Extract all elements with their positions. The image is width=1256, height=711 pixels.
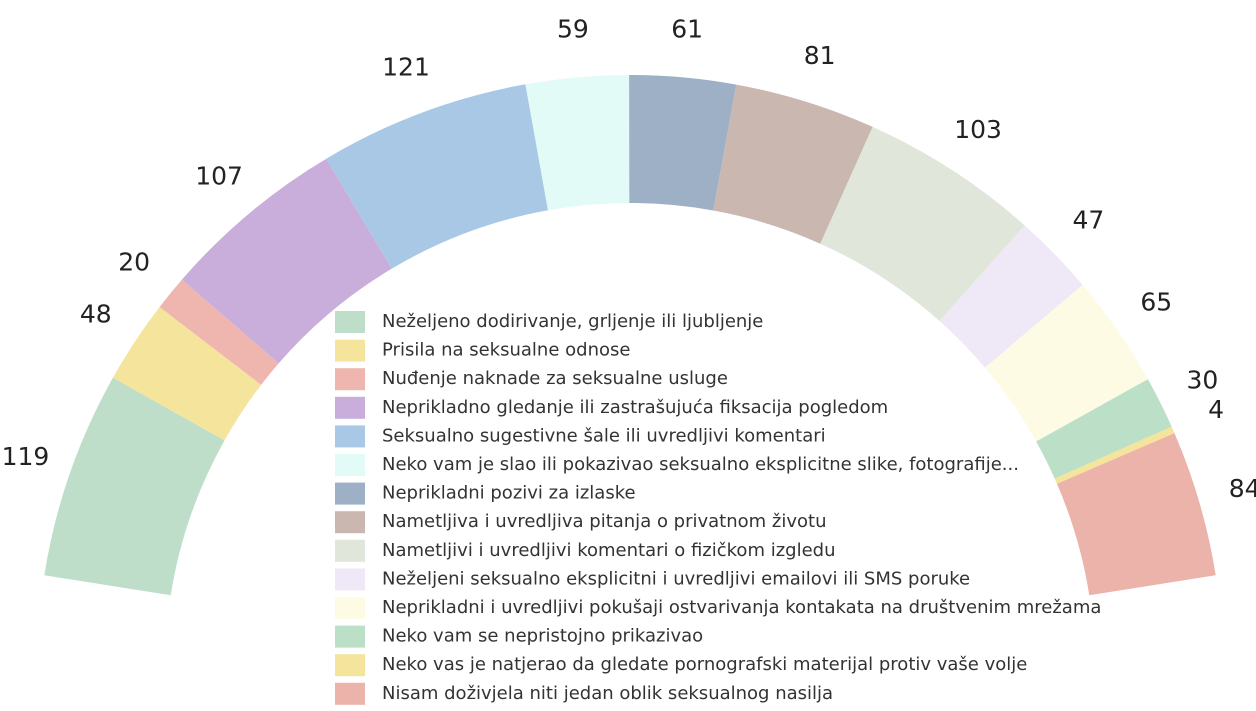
slice <box>44 377 225 596</box>
legend-label: Nametljiva i uvredljiva pitanja o privat… <box>382 511 827 532</box>
legend-label: Nametljivi i uvredljivi komentari o fizi… <box>382 540 835 561</box>
legend-swatch <box>335 625 365 648</box>
slice <box>181 158 392 364</box>
legend-label: Neprikladni pozivi za izlaske <box>382 483 636 504</box>
value-label: 84 <box>1229 474 1256 503</box>
legend-label: Neprikladno gledanje ili zastrašujuća fi… <box>382 397 888 418</box>
value-label: 59 <box>557 15 589 44</box>
legend-swatch <box>335 597 365 619</box>
slice <box>984 284 1148 442</box>
legend-swatch <box>335 482 365 505</box>
legend-swatch <box>335 339 365 362</box>
value-label: 119 <box>2 442 50 471</box>
legend-swatch <box>335 682 365 705</box>
legend-swatch <box>335 425 365 448</box>
legend-swatch <box>335 568 365 591</box>
legend-label: Seksualno sugestivne šale ili uvredljivi… <box>382 425 826 446</box>
value-label: 30 <box>1186 366 1218 395</box>
value-label: 48 <box>80 300 112 329</box>
slice <box>112 306 262 441</box>
legend-swatch <box>335 511 365 534</box>
value-label: 65 <box>1140 288 1172 317</box>
legend-swatch <box>335 539 365 562</box>
legend-swatch <box>335 396 365 419</box>
legend-label: Nisam doživjela niti jedan oblik seksual… <box>382 683 833 704</box>
legend-label: Neželjeno dodirivanje, grljenje ili ljub… <box>382 311 763 332</box>
legend-label: Neko vas je natjerao da gledate pornogra… <box>382 654 1027 675</box>
slice <box>525 75 630 211</box>
value-label: 61 <box>671 15 703 44</box>
slice <box>1036 379 1172 479</box>
slice <box>629 75 737 211</box>
value-label: 4 <box>1208 395 1224 424</box>
slice <box>713 84 873 244</box>
legend-swatch <box>335 311 365 333</box>
slice <box>1056 433 1216 596</box>
slice <box>939 225 1083 368</box>
legend-label: Prisila na seksualne odnose <box>382 340 630 361</box>
legend-label: Nuđenje naknade za seksualne usluge <box>382 368 728 389</box>
legend-swatch <box>335 654 365 677</box>
slice <box>326 84 548 269</box>
value-label: 20 <box>118 247 150 276</box>
slice <box>159 279 279 385</box>
legend-swatch <box>335 368 365 391</box>
legend-label: Neprikladni i uvredljivi pokušaji ostvar… <box>382 597 1101 618</box>
legend-label: Neželjeni seksualno eksplicitni i uvredl… <box>382 568 970 589</box>
slice <box>820 126 1025 322</box>
value-label: 121 <box>382 52 430 81</box>
legend-label: Neko vam je slao ili pokazivao seksualno… <box>382 454 1019 475</box>
value-label: 47 <box>1073 205 1105 234</box>
value-label: 81 <box>804 41 836 70</box>
legend-label: Neko vam se nepristojno prikazivao <box>382 626 703 647</box>
legend-swatch <box>335 454 365 476</box>
slice <box>1054 426 1175 484</box>
value-label: 107 <box>195 161 243 190</box>
value-label: 103 <box>954 115 1002 144</box>
